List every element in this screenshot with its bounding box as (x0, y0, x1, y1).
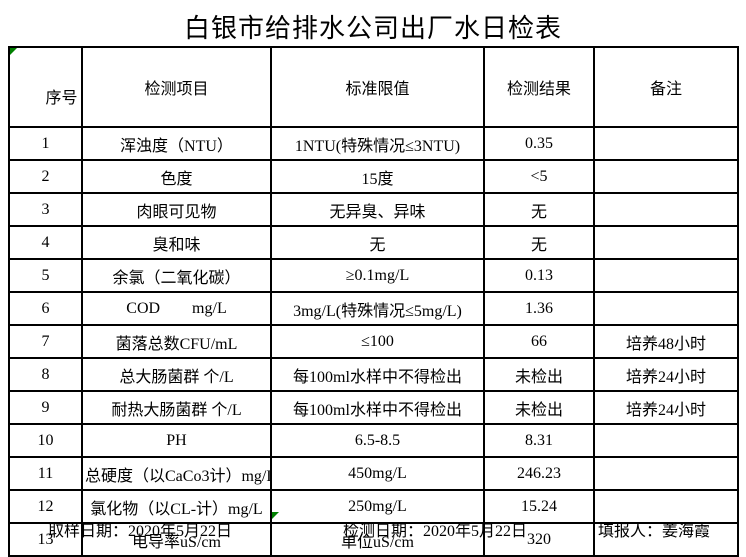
cell-standard: 单位uS/cm (270, 522, 485, 557)
reporter-value: 姜海霞 (662, 523, 711, 540)
cell-result: 66 (483, 324, 595, 359)
column-header-item: 检测项目 (81, 46, 272, 128)
cell-note (593, 258, 739, 293)
column-header-no: 序号 (8, 46, 83, 128)
cell-result: 未检出 (483, 357, 595, 392)
sampling-date: 取样日期：2020年5月22日 (48, 517, 232, 541)
cell-item: 肉眼可见物 (81, 192, 272, 227)
cell-item: 色度 (81, 159, 272, 194)
cell-item: COD mg/L (81, 291, 272, 326)
column-header-standard: 标准限值 (270, 46, 485, 128)
cell-item: 总硬度（以CaCo3计）mg/L (81, 456, 272, 491)
table-row: 12 氯化物（以CL-计）mg/L 250mg/L 15.24 (8, 489, 739, 524)
cell-result: <5 (483, 159, 595, 194)
table-row: 4 臭和味 无 无 (8, 225, 739, 260)
cell-standard: 无 (270, 225, 485, 260)
header-row: 序号 检测项目 标准限值 检测结果 备注 (8, 46, 739, 128)
table-row: 3 肉眼可见物 无异臭、异味 无 (8, 192, 739, 227)
cell-item: 菌落总数CFU/mL (81, 324, 272, 359)
sampling-date-label: 取样日期： (48, 523, 129, 540)
cell-standard: 每100ml水样中不得检出 (270, 390, 485, 425)
cell-result: 未检出 (483, 390, 595, 425)
cell-item: 耐热大肠菌群 个/L (81, 390, 272, 425)
table-row: 5 余氯（二氧化碳） ≥0.1mg/L 0.13 (8, 258, 739, 293)
cell-no: 13 (8, 522, 83, 557)
cell-note (593, 522, 739, 557)
table-row: 1 浑浊度（NTU） 1NTU(特殊情况≤3NTU) 0.35 (8, 126, 739, 161)
footer: 取样日期：2020年5月22日 检测日期：2020年5月22日 填报人：姜海霞 (0, 517, 746, 541)
cell-note (593, 225, 739, 260)
cell-note: 培养24小时 (593, 390, 739, 425)
cell-standard: 450mg/L (270, 456, 485, 491)
cell-note: 培养48小时 (593, 324, 739, 359)
page-title: 白银市给排水公司出厂水日检表 (183, 14, 562, 43)
cell-standard: 3mg/L(特殊情况≤5mg/L) (270, 291, 485, 326)
table-row: 9 耐热大肠菌群 个/L 每100ml水样中不得检出 未检出 培养24小时 (8, 390, 739, 425)
cell-note (593, 423, 739, 458)
cell-result: 无 (483, 225, 595, 260)
error-indicator-icon (272, 512, 279, 519)
cell-result: 0.13 (483, 258, 595, 293)
cell-note (593, 126, 739, 161)
table-row: 10 PH 6.5-8.5 8.31 (8, 423, 739, 458)
error-indicator-icon (11, 49, 17, 55)
cell-standard: ≥0.1mg/L (270, 258, 485, 293)
cell-result: 15.24 (483, 489, 595, 524)
table-row: 6 COD mg/L 3mg/L(特殊情况≤5mg/L) 1.36 (8, 291, 739, 326)
table-row: 11 总硬度（以CaCo3计）mg/L 450mg/L 246.23 (8, 456, 739, 491)
cell-note (593, 291, 739, 326)
cell-result: 0.35 (483, 126, 595, 161)
reporter-label: 填报人： (598, 523, 663, 540)
cell-standard: 每100ml水样中不得检出 (270, 357, 485, 392)
cell-result: 320 (483, 522, 595, 557)
cell-note (593, 192, 739, 227)
test-date-label: 检测日期： (343, 523, 424, 540)
cell-standard: 无异臭、异味 (270, 192, 485, 227)
cell-note (593, 489, 739, 524)
cell-no: 2 (8, 159, 83, 194)
cell-item: 余氯（二氧化碳） (81, 258, 272, 293)
cell-no: 12 (8, 489, 83, 524)
cell-result: 8.31 (483, 423, 595, 458)
cell-standard: 1NTU(特殊情况≤3NTU) (270, 126, 485, 161)
cell-item: PH (81, 423, 272, 458)
test-date-value: 2020年5月22日 (423, 523, 528, 540)
cell-standard: ≤100 (270, 324, 485, 359)
cell-no: 1 (8, 126, 83, 161)
cell-no: 5 (8, 258, 83, 293)
cell-no: 9 (8, 390, 83, 425)
cell-standard: 6.5-8.5 (270, 423, 485, 458)
table-row: 2 色度 15度 <5 (8, 159, 739, 194)
cell-result: 无 (483, 192, 595, 227)
reporter: 填报人：姜海霞 (598, 517, 710, 541)
column-header-result: 检测结果 (483, 46, 595, 128)
table-row: 13 电导率uS/cm 单位uS/cm 320 (8, 522, 739, 557)
column-header-no-label: 序号 (45, 90, 78, 107)
cell-result: 1.36 (483, 291, 595, 326)
table-row: 8 总大肠菌群 个/L 每100ml水样中不得检出 未检出 培养24小时 (8, 357, 739, 392)
table-row: 7 菌落总数CFU/mL ≤100 66 培养48小时 (8, 324, 739, 359)
cell-item: 电导率uS/cm (81, 522, 272, 557)
cell-no: 4 (8, 225, 83, 260)
cell-no: 7 (8, 324, 83, 359)
sampling-date-value: 2020年5月22日 (128, 523, 233, 540)
cell-no: 10 (8, 423, 83, 458)
cell-no: 11 (8, 456, 83, 491)
column-header-note: 备注 (593, 46, 739, 128)
cell-standard: 250mg/L (270, 489, 485, 524)
cell-item: 浑浊度（NTU） (81, 126, 272, 161)
cell-result: 246.23 (483, 456, 595, 491)
cell-no: 8 (8, 357, 83, 392)
cell-item: 总大肠菌群 个/L (81, 357, 272, 392)
test-date: 检测日期：2020年5月22日 (343, 517, 527, 541)
cell-item: 氯化物（以CL-计）mg/L (81, 489, 272, 524)
inspection-table: 序号 检测项目 标准限值 检测结果 备注 1 浑浊度（NTU） 1NTU(特殊情… (8, 46, 739, 557)
cell-note: 培养24小时 (593, 357, 739, 392)
cell-no: 6 (8, 291, 83, 326)
cell-item: 臭和味 (81, 225, 272, 260)
cell-standard: 15度 (270, 159, 485, 194)
cell-note (593, 456, 739, 491)
cell-no: 3 (8, 192, 83, 227)
cell-note (593, 159, 739, 194)
